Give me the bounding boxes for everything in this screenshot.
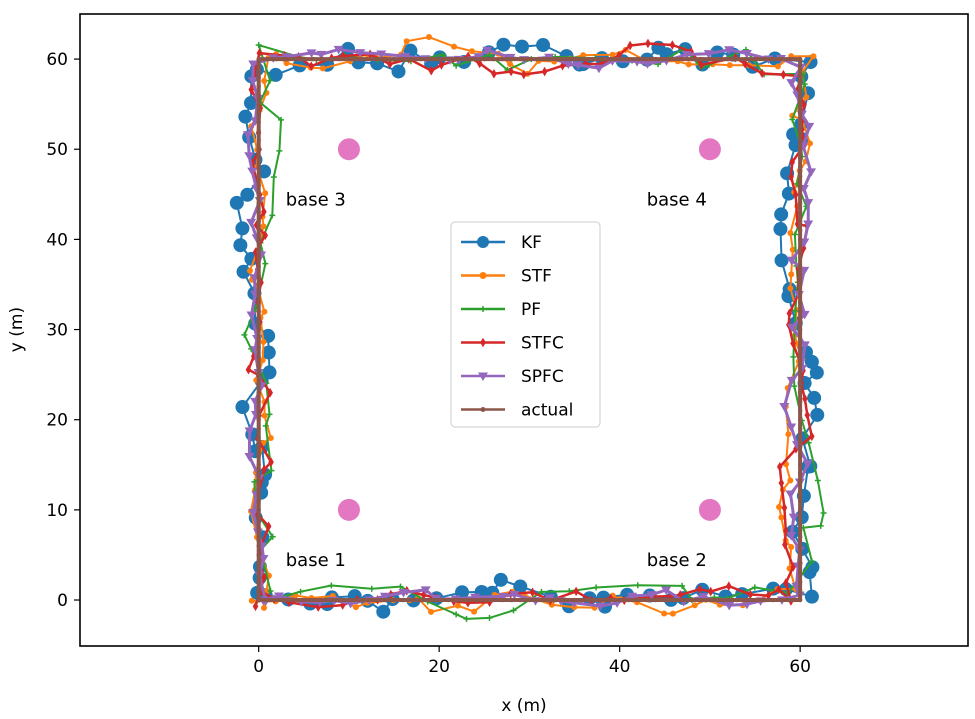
base-label-3: base 3: [286, 189, 346, 210]
legend-label: SPFC: [521, 367, 564, 387]
x-axis-label: x (m): [501, 696, 546, 716]
x-tick-label: 0: [253, 657, 264, 677]
x-tick-label: 60: [789, 657, 811, 677]
base-label-4: base 4: [647, 189, 707, 210]
base-marker-2: [698, 498, 721, 521]
base-marker-1: [337, 498, 360, 521]
x-tick-label: 20: [428, 657, 450, 677]
base-marker-4: [698, 138, 721, 161]
actual-markers: [256, 56, 803, 603]
y-tick-label: 60: [46, 50, 68, 70]
legend-item-stf: STF: [461, 267, 552, 287]
base-label-2: base 2: [647, 550, 707, 571]
legend: KF STF PF STFC SPFC actual: [450, 221, 601, 428]
legend-item-spfc: SPFC: [461, 367, 564, 387]
legend-item-kf: KF: [461, 233, 542, 253]
legend-label: STF: [521, 267, 552, 287]
axes: 0 20 40 60 0 10 20 30 40 50 60 x (m) y (m): [7, 13, 969, 716]
trajectory-traces: [229, 34, 827, 622]
y-axis-label: y (m): [7, 307, 27, 352]
legend-label: KF: [521, 233, 542, 253]
y-tick-label: 0: [57, 591, 68, 611]
legend-label: PF: [521, 300, 541, 320]
y-tick-label: 20: [46, 411, 68, 431]
legend-item-stfc: STFC: [461, 334, 564, 354]
y-tick-label: 40: [46, 230, 68, 250]
legend-label: STFC: [521, 334, 564, 354]
y-tick-label: 50: [46, 140, 68, 160]
x-tick-label: 40: [609, 657, 631, 677]
base-stations: base 1 base 2 base 3 base 4: [286, 138, 721, 571]
y-tick-label: 30: [46, 321, 68, 341]
legend-item-pf: PF: [461, 300, 541, 320]
base-marker-3: [337, 138, 360, 161]
y-tick-label: 10: [46, 501, 68, 521]
legend-label: actual: [521, 401, 573, 421]
legend-item-actual: actual: [461, 401, 573, 421]
base-label-1: base 1: [286, 550, 346, 571]
